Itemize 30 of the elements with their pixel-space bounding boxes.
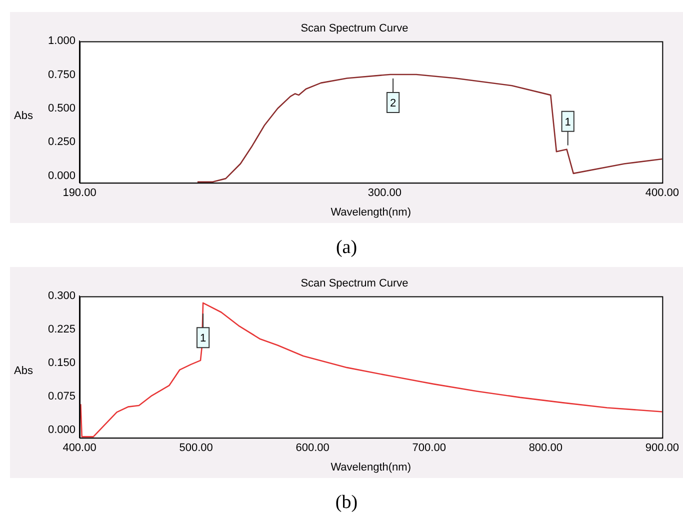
x-tick-label: 190.00 xyxy=(62,187,96,200)
x-axis-title: Wavelength(nm) xyxy=(330,206,411,218)
x-axis-title: Wavelength(nm) xyxy=(330,461,411,474)
annotation: 2 xyxy=(390,97,396,110)
y-tick-label: 0.075 xyxy=(48,390,76,403)
x-tick-label: 300.00 xyxy=(368,187,402,200)
text: (b) xyxy=(334,492,359,514)
x-tick-label: 600.00 xyxy=(296,442,330,454)
x-tick-label: 800.00 xyxy=(528,442,562,454)
y-tick-label: 0.500 xyxy=(48,102,76,115)
y-tick-label: 0.750 xyxy=(48,68,76,81)
text: (a) xyxy=(334,237,358,259)
x-tick-label: 900.00 xyxy=(645,442,680,454)
chart-title: Scan Spectrum Curve xyxy=(300,278,408,290)
y-tick-label: 0.000 xyxy=(48,170,76,182)
x-tick-label: 700.00 xyxy=(412,442,446,454)
y-axis-title: Abs xyxy=(14,364,34,377)
annotation: 1 xyxy=(564,116,571,128)
y-tick-label: 1.000 xyxy=(48,35,76,48)
y-tick-label: 0.300 xyxy=(48,290,76,302)
x-tick-label: 400.00 xyxy=(645,187,680,200)
x-tick-label: 400.00 xyxy=(62,442,96,454)
y-axis-title: Abs xyxy=(14,110,34,122)
y-tick-label: 0.250 xyxy=(48,136,76,148)
x-tick-label: 500.00 xyxy=(179,442,213,454)
y-tick-label: 0.000 xyxy=(48,424,76,436)
y-tick-label: 0.150 xyxy=(48,357,76,370)
annotation: 1 xyxy=(200,332,206,345)
y-tick-label: 0.225 xyxy=(48,324,76,336)
chart-title: Scan Spectrum Curve xyxy=(300,22,408,35)
